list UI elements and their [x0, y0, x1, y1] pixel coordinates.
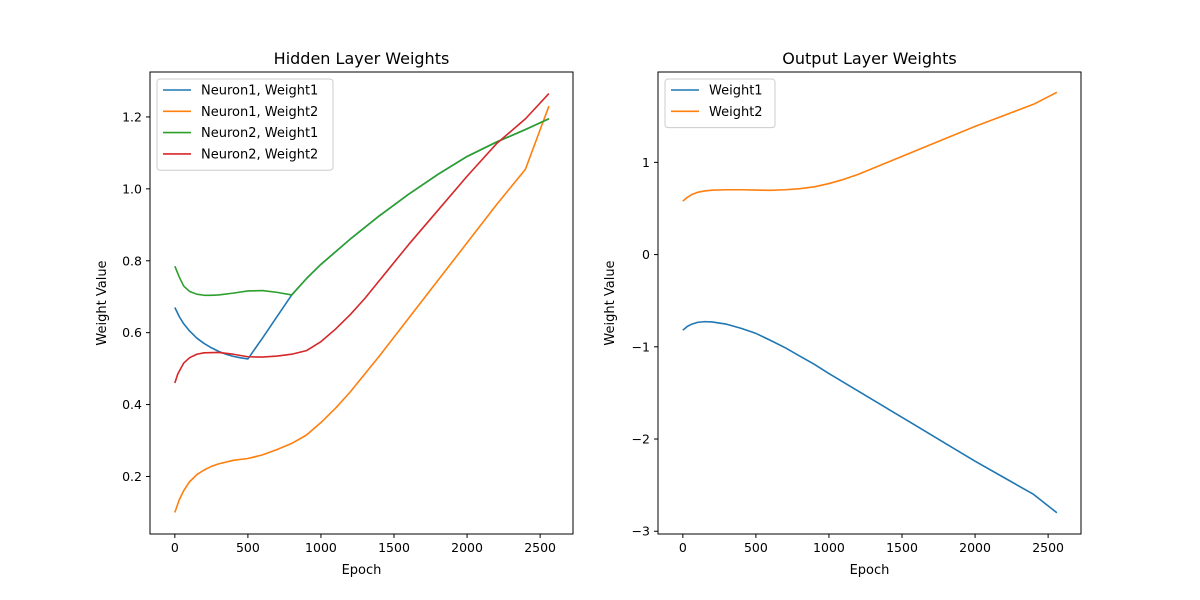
x-tick-label: 1500	[886, 540, 918, 555]
chart-title: Output Layer Weights	[782, 49, 956, 68]
y-tick-label: 0.6	[122, 325, 142, 340]
series-line-4	[174, 93, 550, 384]
series-line-1	[682, 320, 1058, 514]
x-tick-label: 0	[679, 540, 687, 555]
x-axis-label: Epoch	[342, 563, 382, 578]
x-axis-label: Epoch	[850, 563, 890, 578]
series-line-2	[174, 105, 550, 513]
x-tick-label: 2500	[1032, 540, 1064, 555]
y-tick-label: −1	[632, 339, 650, 354]
y-axis-label: Weight Value	[603, 260, 618, 345]
legend-entry: Neuron1, Weight2	[201, 105, 318, 120]
hidden-layer-chart: 0 500 1000 1500 2000 2500 0.2 0.4 0.6 0.8 1.0 1.2 Hi…	[95, 49, 574, 578]
legend-entry: Weight2	[709, 105, 763, 120]
x-tick-label: 2500	[524, 540, 556, 555]
y-tick-label: −3	[632, 524, 650, 539]
legend-entry: Weight1	[709, 84, 763, 99]
y-tick-label: −2	[632, 432, 650, 447]
series-line-3	[174, 118, 550, 297]
y-tick-label: 1	[642, 155, 650, 170]
x-tick-label: 2000	[959, 540, 991, 555]
legend-box	[156, 78, 334, 171]
y-tick-label: 0.2	[122, 469, 142, 484]
y-tick-label: 0.4	[122, 397, 142, 412]
x-tick-label: 500	[236, 540, 260, 555]
legend-entry: Neuron1, Weight1	[201, 84, 318, 99]
legend-entry: Neuron2, Weight2	[201, 147, 318, 162]
y-tick-label: 0	[642, 247, 650, 262]
legend-entry: Neuron2, Weight1	[201, 126, 318, 141]
y-tick-label: 1.2	[122, 109, 142, 124]
plot-frame	[657, 71, 1082, 535]
legend: Neuron1, Weight1 Neuron1, Weight2 Neuron2,…	[156, 78, 334, 171]
y-tick-label: 0.8	[122, 253, 142, 268]
x-tick-label: 1500	[378, 540, 410, 555]
x-tick-label: 0	[171, 540, 179, 555]
output-layer-chart: 0 500 1000 1500 2000 2500 −3 −2 −1 0 1 Output Layer…	[603, 49, 1082, 578]
x-tick-label: 1000	[813, 540, 845, 555]
chart-title: Hidden Layer Weights	[274, 49, 450, 68]
y-axis-label: Weight Value	[95, 260, 110, 345]
x-tick-label: 500	[744, 540, 768, 555]
y-tick-label: 1.0	[122, 181, 142, 196]
legend: Weight1 Weight2	[664, 78, 776, 129]
series-line-2	[682, 91, 1058, 202]
x-tick-label: 2000	[451, 540, 483, 555]
legend-box	[664, 78, 776, 129]
plot-frame	[149, 71, 574, 535]
x-tick-label: 1000	[305, 540, 337, 555]
